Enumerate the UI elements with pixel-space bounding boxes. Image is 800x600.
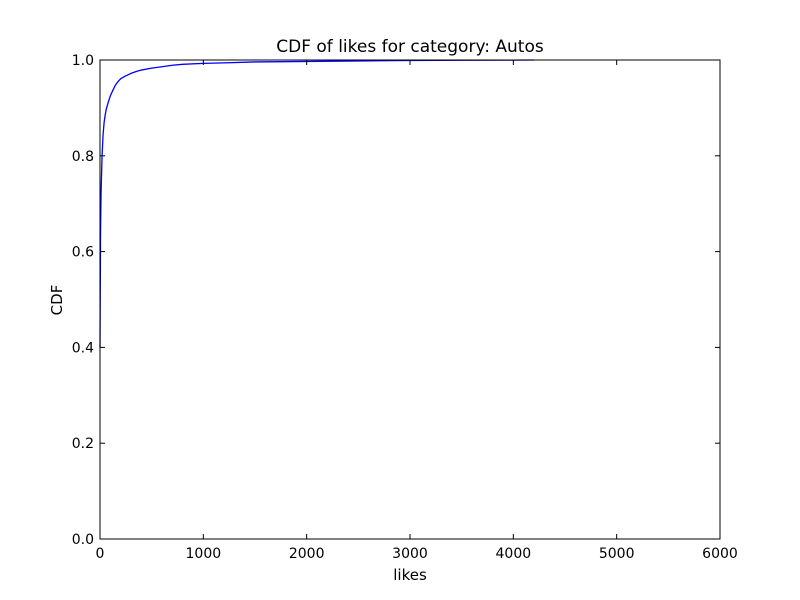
x-axis-label: likes bbox=[393, 566, 427, 584]
chart-title: CDF of likes for category: Autos bbox=[276, 37, 544, 57]
x-tick-label: 3000 bbox=[392, 546, 428, 562]
y-tick-label: 1.0 bbox=[72, 53, 94, 69]
x-tick-label: 6000 bbox=[702, 546, 738, 562]
y-axis: 0.0 0.2 0.4 0.6 0.8 1.0 bbox=[72, 53, 720, 548]
y-tick-label: 0.8 bbox=[72, 149, 94, 165]
y-tick-label: 0.2 bbox=[72, 436, 94, 452]
y-tick-label: 0.4 bbox=[72, 340, 94, 356]
y-tick-label: 0.6 bbox=[72, 245, 94, 261]
x-tick-label: 1000 bbox=[186, 546, 222, 562]
y-axis-label: CDF bbox=[48, 285, 66, 316]
x-tick-label: 2000 bbox=[289, 546, 325, 562]
x-tick-label: 5000 bbox=[599, 546, 635, 562]
x-tick-label: 0 bbox=[96, 546, 105, 562]
x-axis: 0 1000 2000 3000 4000 5000 6000 bbox=[96, 60, 738, 562]
x-tick-label: 4000 bbox=[496, 546, 532, 562]
y-tick-label: 0.0 bbox=[72, 532, 94, 548]
